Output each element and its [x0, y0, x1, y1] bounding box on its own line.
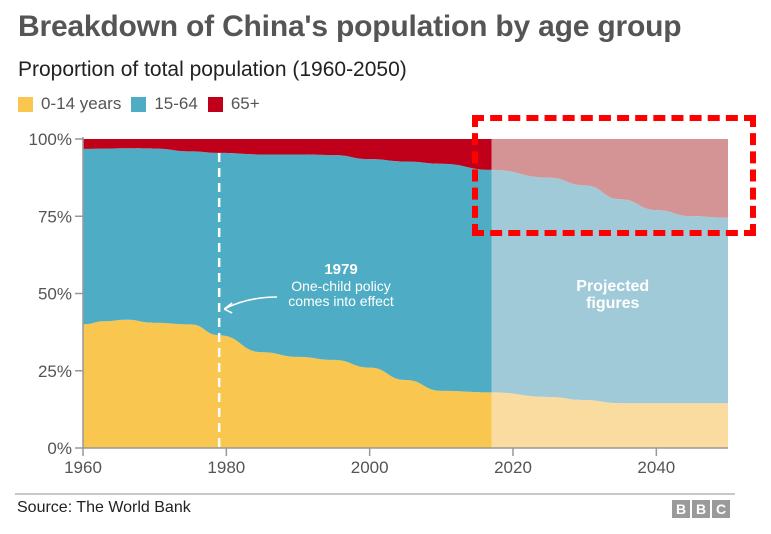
legend-label-65plus: 65+	[230, 94, 260, 113]
area-15-64-actual	[83, 148, 492, 393]
area-65--projected	[491, 139, 728, 218]
area-15-64-projected	[491, 169, 728, 404]
y-tick-label: 50%	[38, 285, 72, 304]
area-0-14-years-actual	[83, 319, 492, 448]
highlight-box	[472, 115, 756, 236]
legend-label-0-14: 0-14 years	[41, 94, 122, 113]
legend-swatch-65plus	[207, 96, 223, 112]
annotation-text-line2: comes into effect	[288, 293, 394, 309]
x-tick-label: 2020	[494, 458, 532, 477]
legend-swatch-15-64	[131, 96, 147, 112]
area-65--actual	[83, 139, 492, 170]
plot-areas	[83, 139, 728, 448]
chart-subtitle: Proportion of total population (1960-205…	[18, 58, 407, 81]
legend-label-15-64: 15-64	[154, 94, 198, 113]
bbc-logo-letter: B	[672, 500, 690, 518]
source-text: Source: The World Bank	[17, 499, 191, 516]
x-tick-label: 1960	[64, 458, 102, 477]
x-tick-label: 2040	[637, 458, 675, 477]
footer-divider	[15, 493, 735, 495]
y-tick-label: 25%	[38, 362, 72, 381]
chart-title: Breakdown of China's population by age g…	[18, 10, 682, 43]
legend: 0-14 years 15-64 65+	[18, 94, 270, 114]
axes: 0% 25% 50% 75% 100% 1960 1980 2000 2020 2040	[29, 130, 728, 477]
annotation-text-line1: One-child policy	[291, 278, 391, 294]
bbc-logo-letter: C	[712, 500, 730, 518]
projected-label-line1: Projected	[576, 278, 649, 295]
bbc-logo-letter: B	[692, 500, 710, 518]
projected-label-line2: figures	[586, 295, 639, 312]
y-tick-label: 100%	[29, 130, 72, 149]
legend-item-15-64: 15-64	[131, 94, 198, 114]
legend-swatch-0-14	[18, 96, 33, 112]
annotations: 1979 One-child policy comes into effect …	[217, 153, 649, 448]
area-0-14-years-projected	[491, 392, 728, 448]
arrow-icon	[223, 296, 278, 314]
legend-item-65plus: 65+	[207, 94, 260, 114]
y-tick-label: 0%	[47, 439, 72, 458]
legend-item-0-14: 0-14 years	[18, 94, 121, 114]
bbc-logo: B B C	[670, 500, 730, 518]
x-tick-label: 2000	[351, 458, 389, 477]
y-tick-label: 75%	[38, 207, 72, 226]
annotation-year: 1979	[324, 261, 357, 278]
x-tick-label: 1980	[207, 458, 245, 477]
